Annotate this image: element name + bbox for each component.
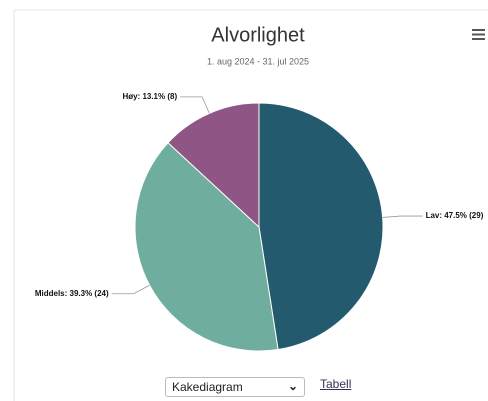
label-connector [111,284,150,295]
data-label: Lav: 47.5% (29) [426,211,484,220]
chart-subtitle: 1. aug 2024 - 31. jul 2025 [207,56,309,66]
data-label: Høy: 13.1% (8) [122,92,177,101]
label-connector [180,96,210,114]
chart-type-select[interactable]: Kakediagram ⌄ [165,377,305,397]
chart-title: Alvorlighet [211,24,305,46]
data-label: Middels: 39.3% (24) [35,289,109,298]
select-arrow: ⌄ [287,379,298,393]
table-link[interactable]: Tabell [320,377,352,391]
select-text: Kakediagram [172,380,243,394]
menu-icon[interactable] [472,29,485,40]
pie-slice [258,102,384,351]
label-connector [382,215,423,218]
